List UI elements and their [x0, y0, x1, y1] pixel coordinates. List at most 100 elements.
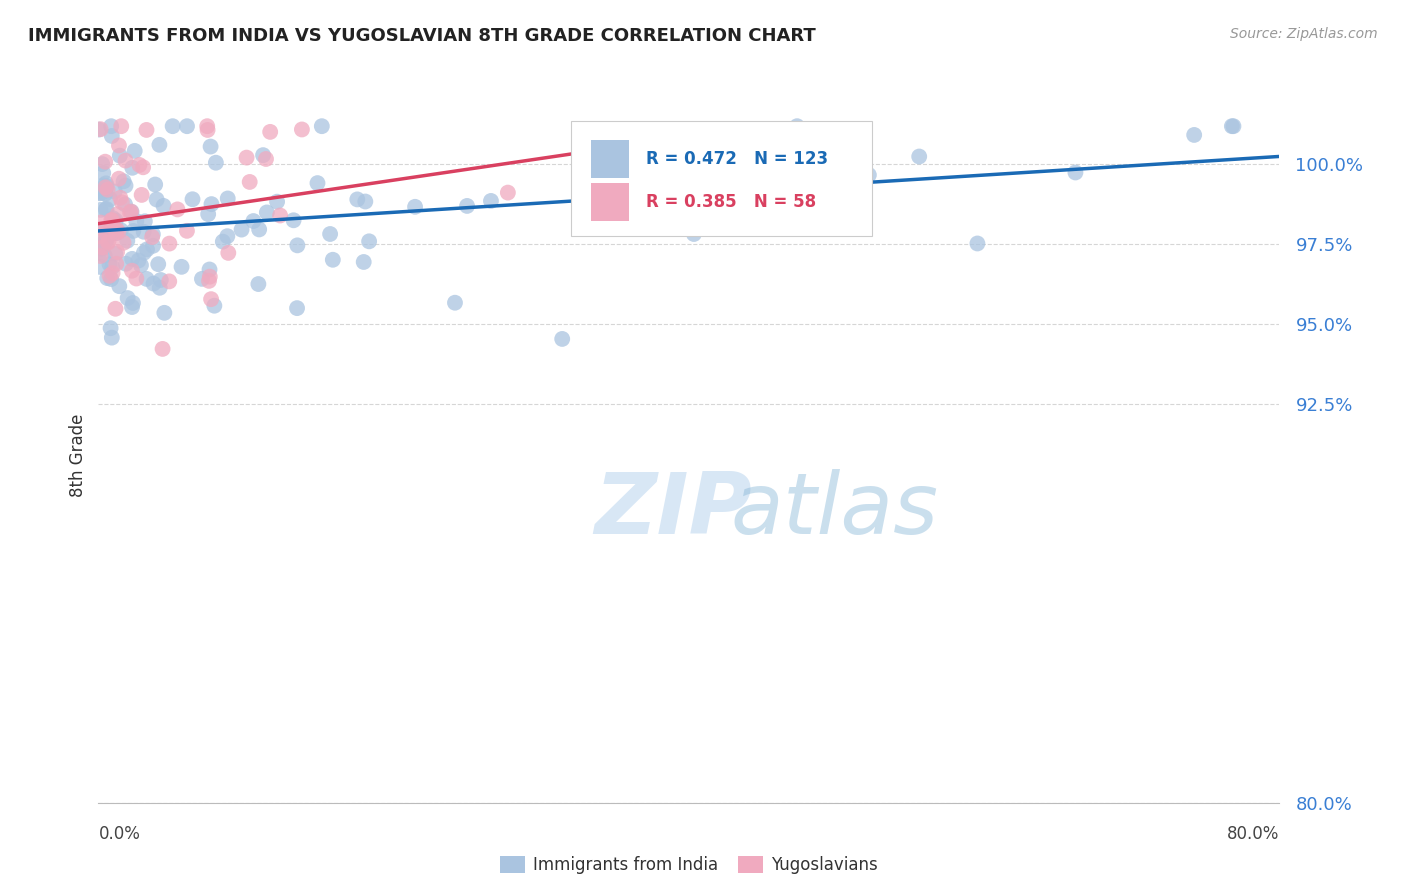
Point [198, 269, 221, 284]
FancyBboxPatch shape [591, 183, 628, 221]
Point [322, 252, 344, 267]
FancyBboxPatch shape [571, 121, 872, 235]
Point [105, 222, 128, 236]
Point [266, 194, 288, 209]
Point [143, 178, 166, 192]
Point [105, 257, 128, 271]
Point [124, 144, 146, 158]
Point [101, 213, 124, 227]
Point [121, 263, 143, 277]
Point [101, 260, 124, 274]
Point [121, 204, 143, 219]
Point [100, 119, 122, 133]
Point [135, 123, 157, 137]
Point [783, 123, 806, 137]
Point [101, 266, 124, 280]
Point [96, 202, 118, 216]
Point [824, 153, 846, 168]
Point [104, 301, 127, 316]
Point [94, 186, 117, 201]
Point [131, 188, 153, 202]
Point [108, 279, 131, 293]
Point [121, 161, 143, 175]
Point [96, 233, 118, 247]
Point [200, 292, 222, 306]
Point [90, 122, 112, 136]
Point [110, 191, 132, 205]
Point [94, 177, 117, 191]
Point [128, 253, 150, 268]
Point [117, 234, 139, 248]
Point [153, 306, 176, 320]
Point [108, 138, 131, 153]
Point [205, 155, 228, 169]
Point [141, 230, 163, 244]
Point [1182, 128, 1205, 142]
Point [142, 227, 165, 242]
Point [198, 262, 221, 277]
Text: R = 0.472   N = 123: R = 0.472 N = 123 [647, 150, 828, 168]
Point [89, 186, 111, 201]
Point [101, 215, 124, 229]
Point [94, 180, 117, 194]
Point [291, 122, 314, 136]
Point [217, 191, 239, 205]
Point [90, 185, 112, 199]
Point [105, 226, 128, 240]
Point [94, 234, 117, 248]
Point [191, 272, 214, 286]
Point [111, 195, 134, 210]
Point [89, 249, 111, 263]
Point [858, 168, 880, 182]
Point [110, 119, 132, 133]
Point [87, 122, 110, 136]
Point [346, 193, 368, 207]
Point [319, 227, 342, 241]
Point [101, 219, 124, 234]
Point [107, 207, 129, 221]
Point [908, 149, 931, 163]
Point [98, 257, 121, 271]
Point [1220, 119, 1243, 133]
Point [94, 202, 117, 217]
Point [91, 166, 114, 180]
Point [444, 295, 467, 310]
Point [132, 225, 155, 239]
Text: atlas: atlas [730, 469, 938, 552]
Point [104, 185, 127, 199]
Point [148, 137, 170, 152]
Point [105, 245, 128, 260]
Point [197, 123, 219, 137]
Point [90, 242, 112, 256]
Point [136, 243, 159, 257]
Point [307, 176, 329, 190]
Point [114, 178, 136, 193]
Point [120, 204, 142, 219]
Point [96, 271, 118, 285]
Point [157, 274, 180, 288]
Text: 0.0%: 0.0% [98, 825, 141, 843]
Point [285, 238, 308, 252]
Point [118, 205, 141, 219]
Point [162, 119, 184, 133]
Point [285, 301, 308, 315]
Point [132, 245, 155, 260]
Point [100, 321, 122, 335]
Point [97, 183, 120, 197]
Text: IMMIGRANTS FROM INDIA VS YUGOSLAVIAN 8TH GRADE CORRELATION CHART: IMMIGRANTS FROM INDIA VS YUGOSLAVIAN 8TH… [28, 27, 815, 45]
Point [129, 258, 152, 272]
Point [121, 300, 143, 314]
Point [551, 332, 574, 346]
Text: R = 0.385   N = 58: R = 0.385 N = 58 [647, 193, 817, 211]
Point [94, 154, 117, 169]
Point [90, 202, 112, 217]
Point [683, 227, 706, 241]
Point [231, 222, 253, 236]
Point [242, 214, 264, 228]
Point [755, 219, 778, 234]
Text: 80.0%: 80.0% [1227, 825, 1279, 843]
Point [122, 224, 145, 238]
Point [90, 215, 112, 229]
Point [200, 197, 222, 211]
Point [104, 222, 127, 236]
